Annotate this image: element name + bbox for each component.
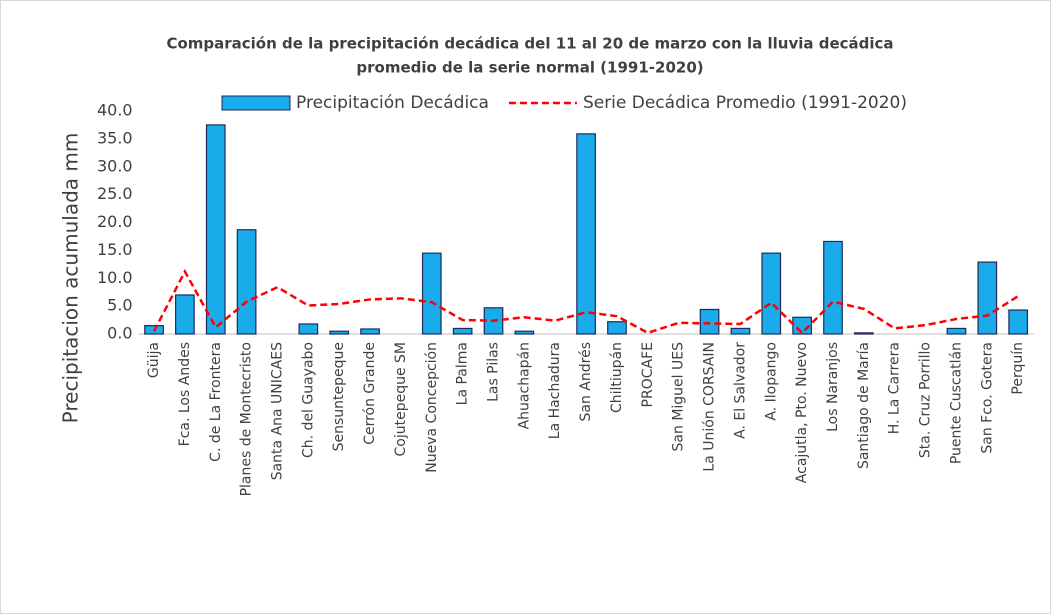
legend-label: Precipitación Decádica — [296, 93, 489, 113]
x-tick-label: Puente Cuscatlán — [948, 342, 964, 464]
x-tick-label: Fca. Los Andes — [177, 342, 193, 446]
chart-title: promedio de la serie normal (1991-2020) — [356, 59, 703, 77]
x-tick-label: Las Pilas — [486, 342, 502, 402]
x-tick-label: Sta. Cruz Porrillo — [918, 342, 934, 458]
x-tick-label: Los Naranjos — [825, 342, 841, 432]
x-tick-label: A. Ilopango — [763, 342, 779, 421]
x-tick-label: La Palma — [455, 342, 471, 405]
x-tick-label: Ch. del Guayabo — [300, 342, 316, 458]
x-tick-label: Nueva Concepción — [424, 342, 440, 473]
y-axis-label: Precipitacion acumulada mm — [59, 133, 83, 424]
x-tick-label: La Hachadura — [547, 342, 563, 439]
x-tick-label: San Fco. Gotera — [979, 342, 995, 454]
bar — [236, 229, 257, 335]
x-tick-label: Perquín — [1010, 342, 1026, 395]
x-tick-label: Güija — [146, 342, 162, 378]
x-tick-label: Cerrón Grande — [362, 342, 378, 445]
x-tick-label: Acajutla, Pto. Nuevo — [794, 342, 810, 483]
x-tick-label: PROCAFE — [640, 342, 656, 407]
x-tick-label: San Andrés — [578, 342, 594, 421]
bar — [576, 133, 596, 335]
y-tick-label: 40.0 — [97, 101, 133, 120]
y-tick-label: 35.0 — [97, 128, 133, 147]
x-tick-label: Santiago de María — [856, 342, 872, 469]
x-tick-label: H. La Carrera — [887, 342, 903, 434]
x-tick-label: Sensuntepeque — [331, 342, 347, 451]
y-tick-label: 0.0 — [107, 324, 132, 343]
x-tick-label: San Miguel UES — [671, 342, 687, 452]
y-tick-label: 10.0 — [97, 268, 133, 287]
bar — [977, 261, 998, 335]
x-tick-label: Chiltiupán — [609, 342, 625, 413]
bar — [329, 330, 350, 335]
x-tick-label: Santa Ana UNICAES — [269, 342, 285, 480]
legend-label: Serie Decádica Promedio (1991-2020) — [583, 93, 907, 113]
bar — [761, 252, 782, 335]
bar — [360, 328, 380, 335]
bar — [1008, 309, 1029, 335]
bar — [421, 252, 442, 335]
bar — [175, 294, 195, 335]
x-tick-label: C. de La Frontera — [208, 342, 224, 462]
y-tick-label: 5.0 — [107, 296, 132, 315]
y-tick-label: 15.0 — [97, 240, 133, 259]
x-tick-label: A. El Salvador — [732, 342, 748, 439]
y-tick-label: 20.0 — [97, 212, 133, 231]
bar — [205, 124, 226, 335]
chart-title: Comparación de la precipitación decádica… — [166, 35, 893, 53]
bar — [946, 327, 967, 335]
x-tick-label: La Unión CORSAIN — [702, 342, 718, 472]
bar — [514, 330, 535, 335]
y-tick-label: 25.0 — [97, 184, 133, 203]
bar — [452, 327, 473, 335]
bar — [298, 323, 319, 335]
x-tick-label: Planes de Montecristo — [239, 342, 255, 496]
bar — [853, 332, 874, 335]
x-tick-label: Cojutepeque SM — [393, 342, 409, 457]
bar — [730, 327, 751, 335]
x-tick-label: Ahuachapán — [516, 342, 532, 429]
y-tick-label: 30.0 — [97, 156, 133, 175]
bar — [699, 308, 720, 335]
bar — [823, 240, 843, 335]
bar — [607, 321, 627, 335]
legend-swatch — [221, 95, 291, 111]
